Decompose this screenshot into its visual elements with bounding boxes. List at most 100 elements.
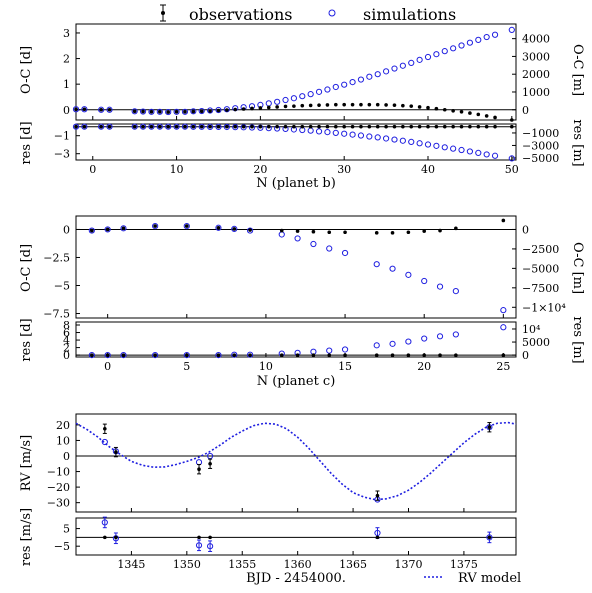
planet_b-observation-point: [300, 103, 305, 108]
planet_b-simulation-point: [341, 81, 348, 88]
planet_b-ylabel: O-C [d]: [19, 46, 34, 94]
planet_b-residual-observation-point: [107, 124, 112, 129]
rv-observation-point: [103, 426, 107, 431]
planet_b-residual-observation-point: [250, 124, 254, 129]
rv-res-ytick-label: 5: [63, 523, 70, 536]
planet_b-residual-simulation-point: [408, 138, 415, 146]
planet_b-residual-simulation-point: [332, 129, 339, 137]
rv-res-ytick-label: −5: [54, 540, 70, 553]
planet_b-observation-point: [292, 104, 296, 108]
planet_b-xtick-label: 50: [505, 163, 519, 176]
planet_b-observation-point: [216, 108, 221, 113]
planet_b-residual-simulation-point: [206, 123, 214, 130]
planet_b-simulation-point: [349, 79, 356, 86]
planet_c-residual-observation-point: [438, 353, 442, 357]
planet_b-observation-point: [367, 102, 372, 107]
planet_c-observation-point: [295, 229, 300, 233]
planet_c-residual-simulation-point: [436, 333, 444, 340]
planet_b-ylabel-right: O-C [m]: [570, 44, 585, 96]
planet_b-simulation-point: [72, 106, 80, 113]
planet_b-residual-observation-point: [342, 124, 346, 129]
planet_c-simulation-point: [120, 225, 127, 232]
planet_c-residual-simulation-point: [326, 347, 333, 354]
planet_b-residual-simulation-point: [106, 123, 113, 130]
planet_b-residual-observation-point: [434, 124, 439, 129]
rv-model-legend-label: RV model: [458, 571, 521, 586]
planet_c-residual-simulation-point: [231, 351, 238, 358]
rv-simulation-point: [195, 459, 203, 466]
planet_c-residual-simulation-point: [373, 342, 380, 349]
planet_b-residual-observation-point: [158, 124, 162, 129]
planet_b-residual-simulation-point: [483, 151, 490, 158]
planet_b-residual-simulation-point: [215, 123, 222, 130]
planet_c-residual-simulation-point: [88, 352, 95, 359]
planet_b-residual-simulation-point: [450, 145, 457, 152]
planet_b-residual-observation-point: [459, 124, 464, 129]
planet_c-res-ytick-right-label: 10⁴: [522, 323, 541, 336]
planet_b-simulation-point: [382, 68, 390, 75]
planet_c-xtick-label: 0: [104, 360, 111, 373]
planet_c-simulation-point: [294, 235, 301, 242]
planet_b-residual-observation-point: [233, 124, 238, 129]
rv-main-ytick-label: −20: [47, 481, 70, 494]
planet_b-residual-observation-point: [409, 124, 414, 129]
planet_c-simulation-point: [500, 307, 507, 314]
planet_b-residual-observation-point: [241, 124, 246, 129]
rv-main-ytick-label: 10: [56, 434, 70, 447]
planet_c-simulation-point: [183, 222, 190, 230]
legend-simulations-label: simulations: [363, 5, 456, 24]
planet_b-main-ytick-label: 2: [63, 53, 70, 66]
planet_b-main-ytick-right-label: 1000: [522, 86, 550, 99]
planet_b-simulation-point: [98, 106, 105, 113]
planet_b-residual-simulation-point: [458, 146, 465, 154]
rv-main-ytick-label: −30: [47, 497, 70, 510]
planet_b-residual-observation-point: [141, 124, 145, 129]
planet_c-residual-simulation-point: [389, 340, 396, 347]
planet_c-residual-observation-point: [121, 353, 126, 357]
planet_b-residual-observation-point: [308, 124, 313, 129]
planet_c-simulation-point: [247, 227, 254, 234]
planet_b-residual-simulation-point: [357, 132, 365, 139]
planet_c-observation-point: [279, 228, 284, 233]
planet_c-residual-observation-point: [422, 353, 427, 357]
planet_b-observation-point: [82, 107, 87, 112]
planet_b-observation-point: [510, 118, 514, 122]
planet_b-simulation-point: [206, 107, 214, 114]
planet_b-observation-point: [317, 103, 321, 107]
planet_b-residual-simulation-point: [366, 133, 373, 140]
planet_b-observation-point: [158, 110, 162, 114]
rv-xtick-label: 1350: [173, 558, 201, 571]
planet_c-residual-observation-point: [454, 353, 458, 357]
planet_b-observation-point: [401, 103, 405, 108]
planet_c-observation-point: [153, 224, 157, 228]
planet_b-simulation-point: [475, 36, 482, 43]
rv-observation-point: [197, 467, 201, 472]
planet_c-simulation-point: [389, 265, 396, 272]
planet_b-observation-point: [241, 107, 246, 111]
planet_b-main-ytick-right-label: 0: [522, 104, 529, 117]
rv-residual-observation-point: [197, 535, 201, 540]
planet_b-simulation-point: [315, 88, 323, 95]
planet_b-residual-observation-point: [149, 124, 154, 129]
planet_b-xlabel: N (planet b): [256, 176, 336, 191]
planet_b-residual-simulation-point: [181, 123, 189, 130]
planet_b-simulation-point: [131, 108, 138, 115]
planet_b-observation-point: [166, 110, 170, 114]
planet_b-residual-observation-point: [166, 124, 170, 129]
planet_b-residual-observation-point: [216, 124, 221, 129]
planet_b-simulation-point: [433, 51, 440, 58]
planet_c-res-ytick-label: 0: [63, 349, 70, 362]
rv-residual-observation-point: [103, 535, 107, 540]
planet_c-simulation-point: [421, 277, 428, 285]
planet_b-observation-point: [225, 108, 229, 112]
planet_b-simulation-point: [491, 31, 499, 38]
planet_b-observation-point: [250, 106, 254, 111]
planet_c-residual-observation-point: [216, 353, 221, 357]
legend: observations simulations: [160, 4, 456, 24]
planet_c-res-ytick-label: 2: [63, 342, 70, 355]
planet_b-observation-point: [266, 105, 271, 110]
planet_b-residual-simulation-point: [341, 130, 348, 137]
rv-simulation-point: [101, 438, 108, 446]
planet_b-simulation-point: [290, 95, 298, 102]
planet_c-res-ytick-label: 6: [63, 327, 70, 340]
